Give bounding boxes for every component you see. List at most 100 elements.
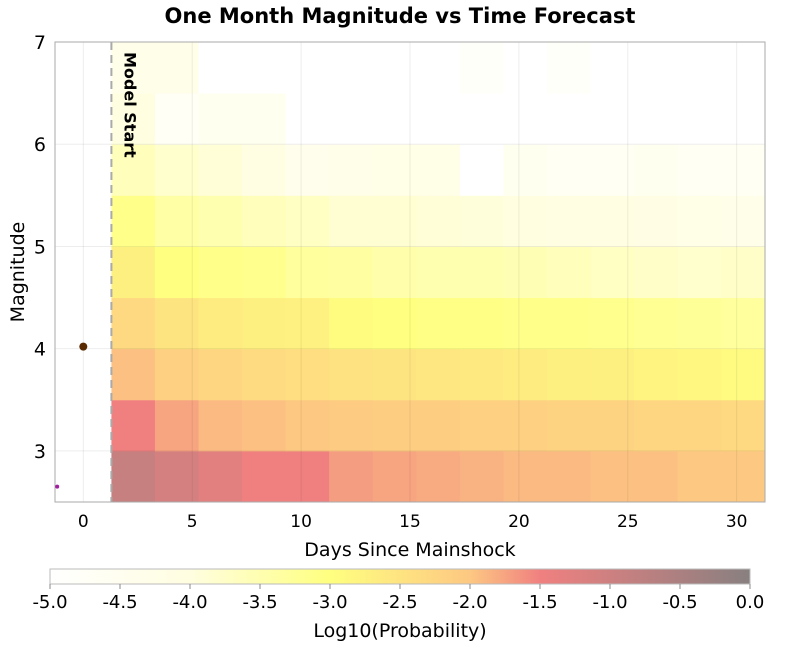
heatmap-cell [503,246,548,299]
heatmap-cell [677,399,722,452]
heatmap-cell [546,195,592,247]
heatmap-cell [285,195,330,247]
heatmap-cell [590,348,635,401]
heatmap-cell [111,93,156,145]
heatmap-cell [372,195,417,247]
heatmap-cell [111,144,156,196]
heatmap-cell [416,297,461,350]
heatmap-cell [721,93,766,145]
heatmap-cell [634,348,679,401]
heatmap-cell [677,348,722,401]
heatmap-cell [372,144,417,196]
heatmap-cell [634,450,679,503]
x-tick-label: 20 [508,512,530,532]
heatmap-cell [242,195,287,247]
x-axis-ticks: 0 5 10 15 20 25 30 [78,512,748,532]
x-tick-label: 25 [617,512,639,532]
heatmap-cell [372,348,417,401]
heatmap-cell [154,450,200,503]
heatmap-cell [677,450,722,503]
heatmap-cell [590,93,635,145]
heatmap-cell [634,399,679,452]
heatmap-cell [329,399,374,452]
y-axis-ticks: 3 4 5 6 7 [34,32,46,463]
heatmap-cell [285,450,330,503]
heatmap-cells [111,42,766,503]
colorbar-tick-label: -5.0 [32,592,67,613]
y-tick-label: 4 [34,339,46,361]
heatmap-cell [242,42,287,94]
heatmap-cell [546,42,592,94]
heatmap-cell [285,144,330,196]
heatmap-cell [634,93,679,145]
x-tick-label: 5 [187,512,198,532]
heatmap-cell [154,42,200,94]
y-tick-label: 5 [34,236,46,258]
x-tick-label: 0 [78,512,89,532]
colorbar-tick-label: -3.0 [312,592,347,613]
heatmap-cell [503,144,548,196]
heatmap-cell [329,195,374,247]
y-tick-label: 6 [34,134,46,156]
heatmap-cell [677,93,722,145]
heatmap-cell [503,297,548,350]
heatmap-cell [329,42,374,94]
heatmap-cell [111,297,156,350]
heatmap-cell [546,399,592,452]
heatmap-cell [721,195,766,247]
heatmap-cell [721,348,766,401]
heatmap-cell [416,93,461,145]
heatmap-cell [546,246,592,299]
heatmap-cell [111,42,156,94]
heatmap-cell [721,42,766,94]
heatmap-cell [154,144,200,196]
heatmap-cell [634,42,679,94]
x-tick-label: 10 [290,512,312,532]
heatmap-cell [677,195,722,247]
heatmap-cell [459,93,504,145]
heatmap-cell [329,297,374,350]
colorbar-tick-label: -2.0 [452,592,487,613]
heatmap-cell [546,297,592,350]
heatmap-cell [590,450,635,503]
heatmap-cell [154,399,200,452]
colorbar-tick-label: 0.0 [736,592,765,613]
heatmap-cell [242,348,287,401]
heatmap-cell [329,93,374,145]
heatmap-cell [459,246,504,299]
heatmap-cell [198,195,243,247]
heatmap-cell [677,42,722,94]
heatmap-cell [416,450,461,503]
heatmap-cell [372,450,417,503]
chart-title: One Month Magnitude vs Time Forecast [165,4,636,28]
heatmap-cell [503,348,548,401]
grid-lines [55,41,765,502]
x-axis-label: Days Since Mainshock [304,539,515,561]
heatmap-cell [721,399,766,452]
heatmap-cell [721,297,766,350]
heatmap-cell [198,297,243,350]
data-point [79,342,88,351]
heatmap-cell [503,93,548,145]
heatmap-cell [154,246,200,299]
heatmap-cell [111,195,156,247]
heatmap-cell [546,144,592,196]
heatmap-cell [416,246,461,299]
colorbar-label: Log10(Probability) [313,620,486,642]
heatmap-cell [503,42,548,94]
colorbar-tick-label: -0.5 [662,592,697,613]
heatmap-cell [198,42,243,94]
colorbar-tick-label: -2.5 [382,592,417,613]
heatmap-cell [590,246,635,299]
colorbar-tick-label: -4.5 [102,592,137,613]
heatmap-cell [459,144,504,196]
heatmap-cell [416,348,461,401]
heatmap-cell [111,450,156,503]
heatmap-cell [111,246,156,299]
colorbar-tick-label: -1.0 [592,592,627,613]
heatmap-cell [634,195,679,247]
heatmap-cell [285,297,330,350]
heatmap-cell [285,246,330,299]
heatmap-cell [198,93,243,145]
heatmap-cell [416,399,461,452]
